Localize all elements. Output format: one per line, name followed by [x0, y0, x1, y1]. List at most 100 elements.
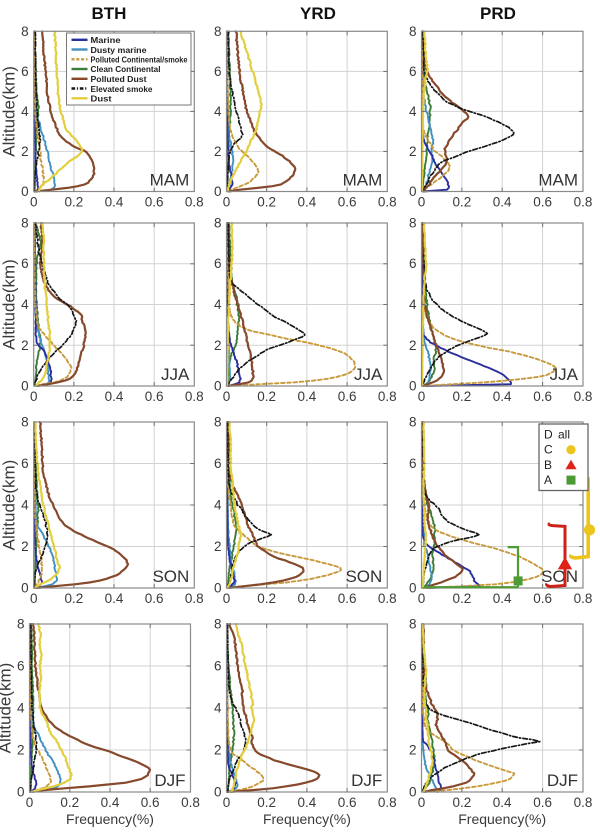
svg-text:0.6: 0.6 [145, 591, 164, 606]
svg-text:0.6: 0.6 [533, 389, 552, 404]
svg-text:0.4: 0.4 [105, 389, 124, 404]
svg-text:2: 2 [214, 539, 222, 554]
svg-text:0: 0 [21, 379, 29, 394]
svg-text:4: 4 [21, 498, 29, 513]
svg-text:0.8: 0.8 [378, 389, 397, 404]
svg-text:2: 2 [409, 144, 417, 159]
svg-text:0.2: 0.2 [257, 389, 276, 404]
svg-text:0.4: 0.4 [101, 795, 120, 810]
svg-text:6: 6 [409, 456, 417, 471]
svg-text:4: 4 [409, 498, 417, 513]
svg-text:0.4: 0.4 [298, 591, 317, 606]
svg-text:8: 8 [21, 24, 29, 39]
svg-text:2: 2 [21, 539, 29, 554]
svg-text:8: 8 [409, 24, 417, 39]
svg-text:8: 8 [409, 216, 417, 231]
svg-text:2: 2 [214, 144, 222, 159]
svg-text:8: 8 [214, 24, 222, 39]
svg-text:4: 4 [214, 498, 222, 513]
svg-text:4: 4 [214, 297, 222, 312]
svg-text:D: D [544, 428, 553, 442]
svg-text:Dusty marine: Dusty marine [91, 45, 147, 55]
svg-text:8: 8 [214, 415, 222, 430]
svg-text:8: 8 [214, 216, 222, 231]
svg-text:8: 8 [409, 415, 417, 430]
svg-text:6: 6 [21, 456, 29, 471]
svg-text:Dust: Dust [91, 94, 112, 104]
svg-text:4: 4 [21, 104, 29, 119]
svg-text:0.2: 0.2 [65, 389, 84, 404]
svg-text:0: 0 [409, 785, 417, 800]
svg-text:0.8: 0.8 [181, 795, 200, 810]
svg-text:6: 6 [21, 256, 29, 271]
svg-text:0.4: 0.4 [493, 389, 512, 404]
svg-text:0.2: 0.2 [453, 389, 472, 404]
svg-text:0: 0 [409, 581, 417, 596]
svg-text:DJF: DJF [351, 771, 382, 790]
svg-text:0: 0 [214, 184, 222, 199]
svg-text:0.8: 0.8 [378, 195, 397, 210]
svg-text:MAM: MAM [150, 171, 190, 190]
svg-text:6: 6 [17, 659, 25, 674]
svg-text:MAM: MAM [538, 171, 578, 190]
svg-text:Clean Continental: Clean Continental [91, 64, 161, 74]
svg-text:JJA: JJA [161, 365, 190, 384]
svg-text:8: 8 [21, 216, 29, 231]
svg-text:Polluted Dust: Polluted Dust [91, 74, 147, 84]
svg-text:0: 0 [223, 795, 231, 810]
svg-text:0: 0 [418, 389, 426, 404]
svg-text:2: 2 [409, 539, 417, 554]
svg-text:0: 0 [223, 389, 231, 404]
svg-text:Elevated smoke: Elevated smoke [91, 84, 153, 94]
svg-text:0.6: 0.6 [145, 195, 164, 210]
svg-text:0: 0 [30, 389, 38, 404]
svg-text:Altitude(km): Altitude(km) [0, 259, 19, 350]
svg-text:DJF: DJF [547, 771, 578, 790]
svg-text:2: 2 [17, 743, 25, 758]
svg-text:0.4: 0.4 [298, 195, 317, 210]
svg-text:0.2: 0.2 [65, 591, 84, 606]
svg-text:0.8: 0.8 [378, 591, 397, 606]
svg-text:C: C [544, 443, 553, 457]
svg-text:SON: SON [541, 567, 578, 586]
svg-text:0: 0 [418, 195, 426, 210]
svg-text:0.4: 0.4 [493, 795, 512, 810]
svg-text:0.2: 0.2 [257, 795, 276, 810]
svg-text:8: 8 [409, 617, 417, 632]
svg-text:0.8: 0.8 [185, 591, 204, 606]
svg-text:4: 4 [409, 297, 417, 312]
svg-text:0: 0 [214, 785, 222, 800]
svg-text:0.6: 0.6 [141, 795, 160, 810]
svg-text:0.2: 0.2 [453, 795, 472, 810]
svg-text:0: 0 [26, 795, 34, 810]
svg-text:6: 6 [409, 659, 417, 674]
svg-text:0: 0 [17, 785, 25, 800]
svg-text:SON: SON [152, 567, 189, 586]
svg-text:Frequency(%): Frequency(%) [458, 811, 546, 827]
svg-text:0.6: 0.6 [533, 195, 552, 210]
svg-text:Frequency(%): Frequency(%) [66, 811, 154, 827]
svg-text:6: 6 [214, 256, 222, 271]
svg-text:6: 6 [214, 456, 222, 471]
svg-text:B: B [544, 458, 552, 472]
svg-text:all: all [558, 428, 570, 442]
svg-text:0.8: 0.8 [185, 195, 204, 210]
svg-text:0: 0 [30, 591, 38, 606]
svg-text:Polluted Continental/smoke: Polluted Continental/smoke [91, 55, 188, 65]
svg-text:Marine: Marine [91, 35, 121, 45]
svg-text:6: 6 [21, 64, 29, 79]
svg-text:YRD: YRD [300, 4, 336, 23]
svg-text:Altitude(km): Altitude(km) [0, 460, 19, 551]
svg-text:0.2: 0.2 [453, 195, 472, 210]
svg-text:PRD: PRD [480, 4, 516, 23]
svg-text:0: 0 [214, 379, 222, 394]
svg-text:A: A [544, 473, 552, 487]
svg-text:BTH: BTH [92, 4, 127, 23]
svg-text:JJA: JJA [550, 365, 579, 384]
svg-text:0.2: 0.2 [257, 591, 276, 606]
svg-text:4: 4 [214, 104, 222, 119]
svg-text:0.4: 0.4 [493, 591, 512, 606]
svg-text:2: 2 [409, 338, 417, 353]
svg-text:0.8: 0.8 [185, 389, 204, 404]
svg-text:0.8: 0.8 [378, 795, 397, 810]
